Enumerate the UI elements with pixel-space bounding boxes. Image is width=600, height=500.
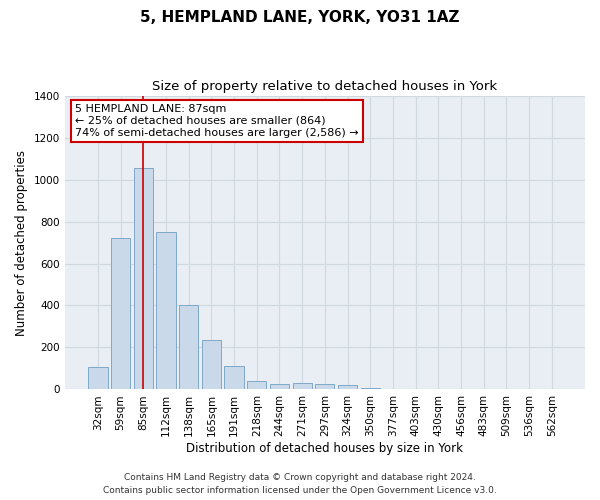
Y-axis label: Number of detached properties: Number of detached properties (15, 150, 28, 336)
X-axis label: Distribution of detached houses by size in York: Distribution of detached houses by size … (187, 442, 463, 455)
Bar (247, 381, 266, 390)
Bar (179, 306, 199, 390)
Bar (338, 386, 357, 390)
Title: Size of property relative to detached houses in York: Size of property relative to detached ho… (152, 80, 497, 93)
Text: Contains HM Land Registry data © Crown copyright and database right 2024.
Contai: Contains HM Land Registry data © Crown c… (103, 474, 497, 495)
Bar (270, 384, 289, 390)
Bar (361, 388, 380, 390)
Bar (157, 232, 176, 390)
Text: 5 HEMPLAND LANE: 87sqm
← 25% of detached houses are smaller (864)
74% of semi-de: 5 HEMPLAND LANE: 87sqm ← 25% of detached… (75, 104, 359, 138)
Bar (315, 384, 334, 390)
Bar (111, 238, 130, 390)
Bar (293, 383, 312, 390)
Bar (88, 368, 107, 390)
Bar (202, 340, 221, 390)
Text: 5, HEMPLAND LANE, YORK, YO31 1AZ: 5, HEMPLAND LANE, YORK, YO31 1AZ (140, 10, 460, 25)
Bar (224, 366, 244, 390)
Bar (134, 168, 153, 390)
